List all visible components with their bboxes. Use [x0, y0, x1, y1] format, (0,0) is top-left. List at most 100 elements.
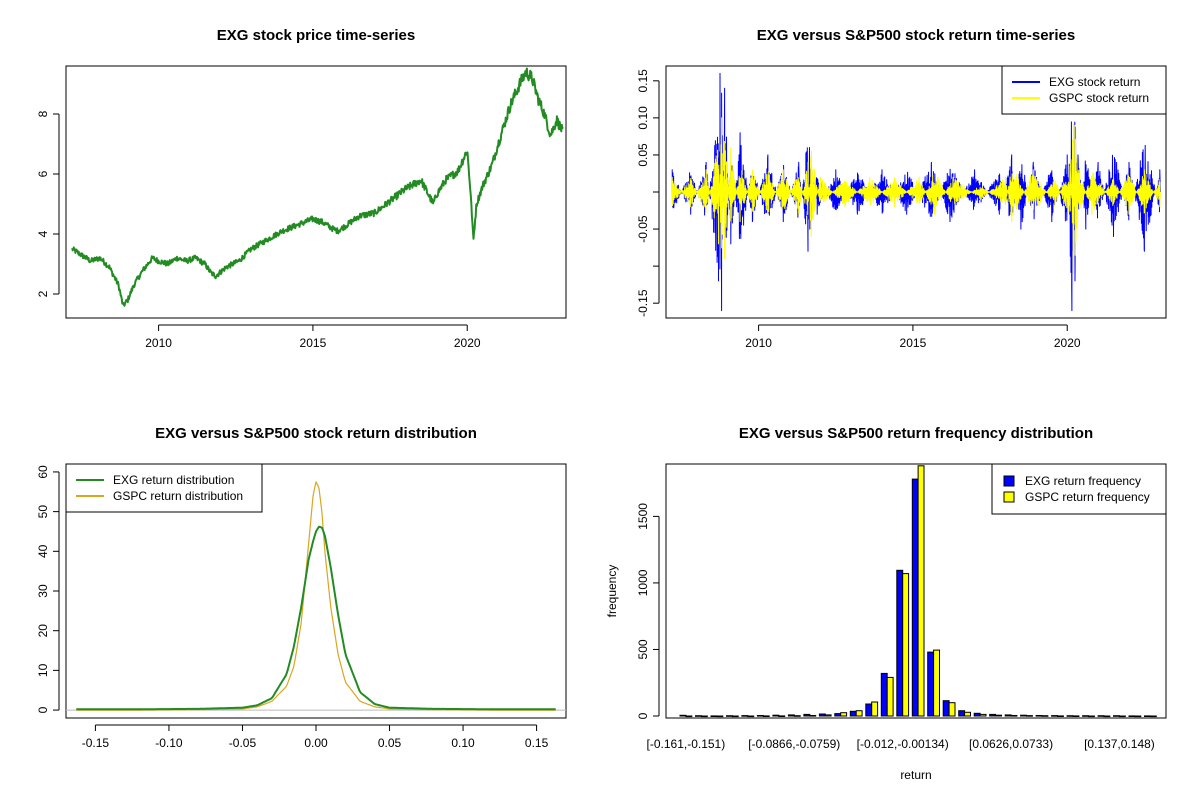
legend-label: GSPC return frequency — [1025, 490, 1150, 504]
bar-1 — [840, 712, 848, 717]
return-series-1 — [671, 117, 1161, 274]
y-tick-label: 4 — [36, 230, 50, 237]
y-tick-label: 6 — [36, 170, 50, 177]
bar-1 — [731, 715, 739, 718]
legend-label: EXG return frequency — [1025, 474, 1141, 488]
chart-title-0: EXG stock price time-series — [217, 27, 415, 44]
bar-1 — [855, 710, 863, 717]
bar-0 — [803, 713, 811, 717]
bar-0 — [865, 703, 873, 717]
plot-frame-1 — [665, 65, 1167, 319]
legend-label: GSPC stock return — [1049, 91, 1149, 105]
bar-1 — [1057, 715, 1064, 718]
x-category-label: [-0.0866,-0.0759) — [748, 737, 840, 751]
bar-1 — [1118, 715, 1126, 718]
y-tick-label: 0.05 — [636, 143, 650, 167]
x-category-label: [-0.161,-0.151) — [647, 737, 726, 751]
bar-0 — [1051, 715, 1058, 717]
bar-1 — [886, 676, 894, 717]
y-tick-label: 0.10 — [636, 106, 650, 130]
bar-1 — [793, 715, 801, 717]
legend-label: EXG return distribution — [113, 473, 234, 487]
legend-swatch-3-1 — [1003, 491, 1015, 503]
bar-1 — [716, 715, 724, 718]
y-tick-label: 0 — [36, 706, 50, 713]
x-tick-label: -0.15 — [82, 736, 110, 750]
bar-0 — [958, 710, 966, 717]
y-tick-label: 0 — [636, 712, 650, 719]
chart-title-1: EXG versus S&P500 stock return time-seri… — [757, 27, 1076, 44]
bar-0 — [927, 651, 935, 717]
x-tick-label: 0.05 — [378, 736, 402, 750]
bar-1 — [778, 715, 786, 718]
bar-0 — [1082, 715, 1089, 717]
x-tick-label: 0.00 — [304, 736, 328, 750]
bar-0 — [1113, 715, 1120, 717]
x-category-label: [0.0626,0.0733) — [969, 737, 1053, 751]
y-tick-label: 2 — [36, 290, 50, 297]
y-tick-label: 0.15 — [636, 69, 650, 93]
bar-0 — [880, 672, 888, 717]
bar-0 — [1097, 715, 1105, 717]
bar-0 — [818, 713, 826, 717]
y-tick-label: -0.05 — [636, 215, 650, 243]
bar-1 — [871, 701, 879, 717]
bar-1 — [948, 702, 956, 717]
y-tick-label: 10 — [36, 663, 50, 677]
x-category-label: [-0.012,-0.00134) — [857, 737, 949, 751]
x-category-label: [0.137,0.148) — [1084, 737, 1155, 751]
bar-1 — [747, 715, 755, 718]
x-tick-label: 2010 — [745, 336, 772, 350]
bar-1 — [933, 649, 940, 717]
bar-1 — [762, 715, 770, 718]
legend-box-3 — [991, 463, 1167, 515]
x-tick-label: 2015 — [900, 336, 927, 350]
y-tick-label: 30 — [36, 584, 50, 598]
bar-1 — [700, 715, 708, 718]
bar-0 — [1066, 715, 1074, 717]
bar-1 — [964, 711, 971, 717]
plot-frame-0 — [65, 65, 567, 319]
y-axis-title: frequency — [605, 565, 619, 618]
bar-0 — [741, 715, 749, 717]
legend-box-1 — [1001, 65, 1167, 115]
legend-box-2 — [65, 463, 263, 513]
bar-1 — [685, 715, 693, 718]
bar-1 — [995, 714, 1002, 717]
x-tick-label: 2020 — [454, 336, 481, 350]
bar-1 — [824, 714, 832, 717]
y-tick-label: 8 — [36, 110, 50, 117]
legend-label: GSPC return distribution — [113, 489, 243, 503]
bar-0 — [973, 712, 981, 717]
bar-0 — [849, 710, 857, 717]
x-tick-label: 2015 — [300, 336, 327, 350]
bar-1 — [1088, 715, 1095, 718]
bar-1 — [1010, 715, 1018, 717]
bar-1 — [902, 573, 910, 717]
bar-1 — [1026, 715, 1033, 717]
bar-0 — [942, 700, 950, 717]
bar-0 — [756, 715, 764, 717]
x-tick-label: 0.10 — [451, 736, 475, 750]
bar-0 — [1128, 715, 1136, 718]
price-line — [71, 67, 564, 307]
density-line-1 — [76, 481, 556, 711]
y-tick-label: 20 — [36, 624, 50, 638]
bar-0 — [787, 714, 795, 717]
bar-1 — [809, 715, 817, 717]
y-tick-label: -0.15 — [636, 289, 650, 317]
bar-1 — [1149, 715, 1157, 718]
bar-0 — [1020, 714, 1027, 717]
y-tick-label: 1000 — [636, 569, 650, 596]
bar-1 — [979, 713, 987, 717]
legend-swatch-3-0 — [1003, 475, 1015, 487]
x-tick-label: -0.10 — [155, 736, 183, 750]
x-tick-label: 0.15 — [525, 736, 549, 750]
plot-frame-2 — [65, 463, 567, 719]
y-tick-label: 60 — [36, 465, 50, 479]
chart-title-3: EXG versus S&P500 return frequency distr… — [739, 425, 1093, 442]
x-axis-title: return — [900, 768, 931, 782]
bar-0 — [911, 478, 919, 717]
bar-1 — [1072, 715, 1080, 718]
